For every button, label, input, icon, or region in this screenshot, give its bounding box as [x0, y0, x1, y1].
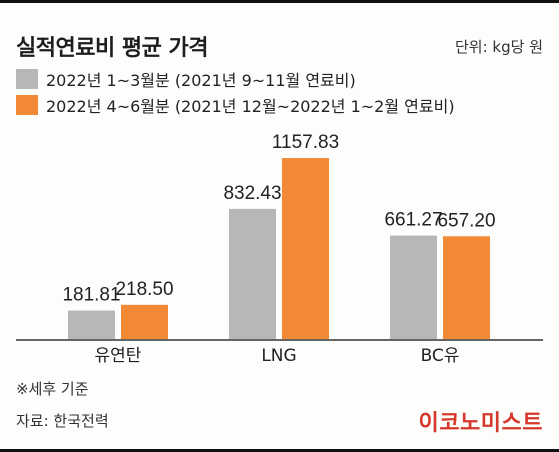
value-label-2-1: 657.20: [437, 210, 495, 231]
value-label-1-0: 832.43: [223, 183, 281, 204]
category-label-0: 유연탄: [95, 346, 142, 366]
value-label-0-0: 181.81: [62, 285, 120, 306]
legend-swatch-1: [16, 69, 38, 89]
bar-2-0: [390, 235, 437, 339]
chart-title: 실적연료비 평균 가격: [16, 36, 208, 61]
bar-0-0: [68, 310, 115, 339]
legend-item-2: 2022년 4~6월분 (2021년 12월~2022년 1~2월 연료비): [16, 92, 455, 118]
value-label-2-0: 661.27: [384, 210, 442, 231]
value-label-1-1: 1157.83: [272, 132, 339, 153]
source-label: 자료: 한국전력: [16, 412, 109, 430]
value-label-0-1: 218.50: [115, 279, 173, 300]
legend: 2022년 1~3월분 (2021년 9~11월 연료비) 2022년 4~6월…: [16, 66, 455, 118]
legend-item-1: 2022년 1~3월분 (2021년 9~11월 연료비): [16, 66, 455, 92]
bar-0-1: [121, 304, 168, 339]
legend-swatch-2: [16, 95, 38, 115]
bottom-rule: [0, 449, 559, 452]
footnote: ※세후 기준: [16, 380, 89, 398]
bar-2-1: [443, 236, 490, 339]
legend-label-1: 2022년 1~3월분 (2021년 9~11월 연료비): [46, 71, 356, 90]
legend-label-2: 2022년 4~6월분 (2021년 12월~2022년 1~2월 연료비): [46, 97, 455, 116]
brand-logo: 이코노미스트: [418, 411, 543, 436]
bar-1-0: [229, 208, 276, 339]
top-rule: [0, 0, 559, 3]
bar-1-1: [282, 158, 329, 339]
category-label-1: LNG: [261, 346, 296, 366]
category-label-2: BC유: [421, 346, 460, 366]
unit-label: 단위: kg당 원: [455, 38, 543, 56]
